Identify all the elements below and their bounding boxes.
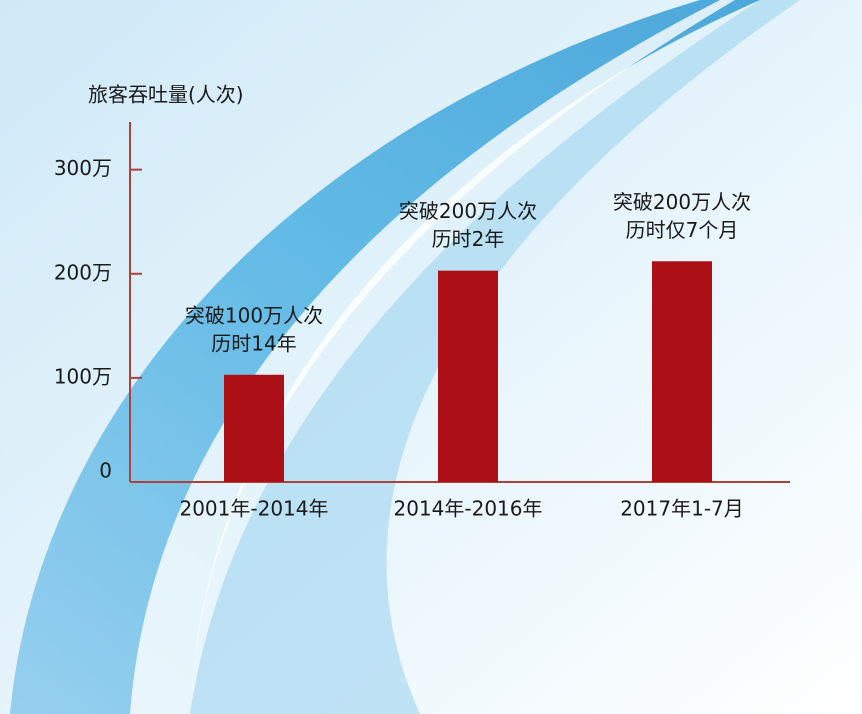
x-tick-label: 2001年-2014年 [179,497,328,521]
y-tick-label: 200万 [54,260,112,284]
bar [438,271,498,482]
bar [652,261,712,482]
y-tick-label: 300万 [54,156,112,180]
annotation: 历时仅7个月 [626,218,739,242]
annotation: 突破100万人次 [185,303,323,327]
annotation: 突破200万人次 [399,199,537,223]
chart: 旅客吞吐量(人次) 0 100万 200万 300万 2001年-2014年突破100万… [0,0,862,714]
bar [224,375,284,482]
x-tick-label: 2017年1-7月 [620,497,744,521]
y-axis-title: 旅客吞吐量(人次) [88,83,244,107]
y-tick-label: 100万 [54,364,112,388]
x-tick-label: 2014年-2016年 [393,497,542,521]
annotation: 历时2年 [432,227,505,251]
y-tick-label: 0 [99,459,112,483]
annotation: 历时14年 [211,331,296,355]
annotation: 突破200万人次 [613,190,751,214]
